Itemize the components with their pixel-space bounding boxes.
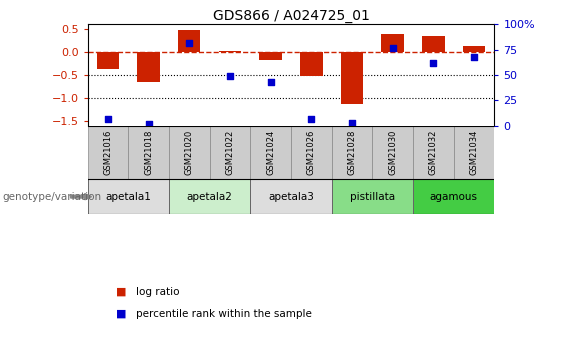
Point [103,116,112,121]
Point [429,60,438,66]
Bar [381,34,404,52]
Bar [454,126,494,179]
Bar [178,30,201,52]
Bar [422,36,445,52]
Bar [250,179,332,214]
Text: pistillata: pistillata [350,192,395,201]
Bar [88,179,169,214]
Bar [259,52,282,60]
Text: apetala3: apetala3 [268,192,314,201]
Bar [413,126,454,179]
Text: log ratio: log ratio [136,287,179,296]
Bar [332,179,413,214]
Text: GSM21020: GSM21020 [185,130,194,175]
Text: GSM21030: GSM21030 [388,130,397,175]
Text: GSM21026: GSM21026 [307,130,316,175]
Bar [413,179,494,214]
Text: GSM21022: GSM21022 [225,130,234,175]
Bar [210,126,250,179]
Bar [341,52,363,104]
Bar [332,126,372,179]
Bar [300,52,323,76]
Bar [250,126,291,179]
Bar [169,126,210,179]
Point [225,73,234,79]
Point [185,41,194,46]
Text: GSM21024: GSM21024 [266,130,275,175]
Point [347,120,357,126]
Text: apetala2: apetala2 [186,192,233,201]
Title: GDS866 / A024725_01: GDS866 / A024725_01 [212,9,370,23]
Text: GSM21028: GSM21028 [347,130,357,175]
Text: genotype/variation: genotype/variation [3,192,102,201]
Text: ■: ■ [116,309,127,319]
Bar [372,126,413,179]
Bar [137,52,160,82]
Point [144,121,153,127]
Bar [169,179,250,214]
Text: GSM21034: GSM21034 [470,130,479,175]
Bar [463,46,485,52]
Text: GSM21016: GSM21016 [103,130,112,175]
Bar [219,50,241,52]
Text: percentile rank within the sample: percentile rank within the sample [136,309,311,319]
Point [307,116,316,121]
Bar [88,126,128,179]
Bar [291,126,332,179]
Text: apetala1: apetala1 [105,192,151,201]
Point [266,79,275,85]
Bar [97,52,119,69]
Text: GSM21018: GSM21018 [144,130,153,175]
Point [470,54,479,59]
Text: agamous: agamous [430,192,477,201]
Point [388,45,397,50]
Text: ■: ■ [116,287,127,296]
Bar [128,126,169,179]
Text: GSM21032: GSM21032 [429,130,438,175]
